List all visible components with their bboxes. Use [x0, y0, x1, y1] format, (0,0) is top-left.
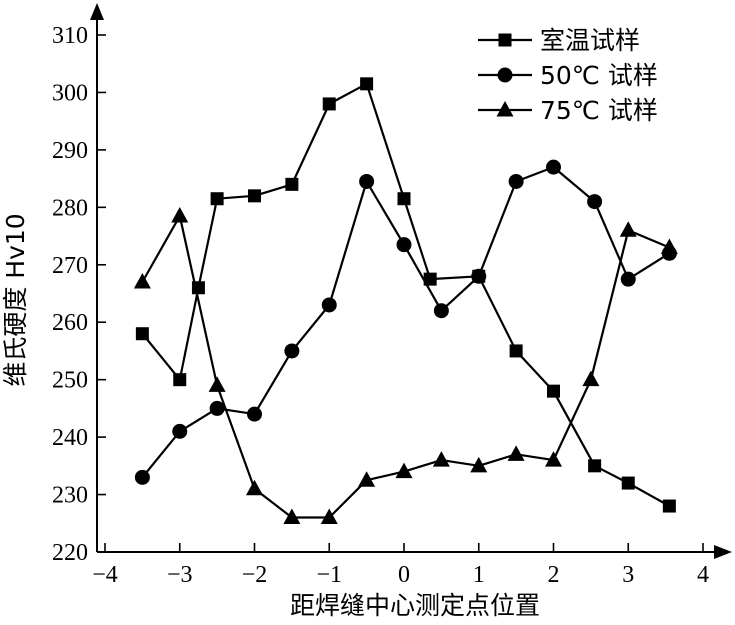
axes-group	[90, 3, 732, 559]
data-point-triangle	[660, 238, 678, 255]
legend-marker-circle	[497, 67, 513, 83]
data-point-triangle	[208, 376, 226, 392]
data-point-square	[588, 459, 602, 473]
legend-marker-triangle	[496, 101, 514, 117]
y-tick-label: 220	[52, 540, 88, 566]
x-tick-label: 3	[622, 562, 634, 588]
data-point-square	[173, 373, 187, 387]
x-tick-label: −1	[316, 562, 342, 588]
data-point-triangle	[582, 370, 600, 387]
data-point-square	[248, 189, 261, 203]
data-point-square	[285, 177, 299, 191]
legend-label: 50℃ 试样	[540, 61, 658, 90]
y-tick-label: 310	[52, 23, 88, 49]
legend-label: 75℃ 试样	[540, 96, 658, 125]
data-point-circle	[546, 159, 561, 175]
y-tick-label: 270	[52, 253, 88, 279]
series-group	[133, 77, 678, 525]
data-point-triangle	[133, 273, 151, 289]
x-tick-label: −3	[167, 562, 193, 588]
y-tick-label: 250	[52, 368, 88, 394]
ticks-group: −4 −3 −2 −1 0 1 2 3 4 220 230 240 250 260 270 280 290 300…	[52, 23, 709, 588]
data-point-triangle	[358, 471, 376, 487]
data-point-square	[423, 272, 437, 286]
data-point-circle	[359, 173, 375, 189]
legend-item-square: 室温试样	[478, 26, 640, 55]
data-point-circle	[209, 400, 225, 416]
data-point-square	[509, 344, 523, 358]
y-tick-label: 290	[52, 138, 88, 164]
x-tick-label: 4	[697, 562, 709, 588]
x-axis-title: 距焊缝中心测定点位置	[290, 591, 540, 620]
data-point-square	[210, 192, 224, 206]
legend-marker-square	[498, 33, 512, 47]
x-tick-label: 1	[473, 562, 485, 588]
data-point-square	[397, 192, 411, 206]
data-point-circle	[134, 469, 150, 485]
data-point-circle	[247, 406, 262, 422]
series-line-circle	[141, 166, 670, 478]
data-point-triangle	[545, 451, 562, 467]
y-axis-title: 维氏硬度 Hv10	[1, 213, 30, 386]
y-tick-label: 280	[52, 195, 88, 221]
series-square	[135, 77, 676, 513]
data-point-triangle	[470, 456, 488, 473]
data-point-circle	[433, 303, 449, 319]
data-point-circle	[587, 194, 603, 210]
y-axis-arrow	[90, 3, 104, 20]
x-tick-label: −4	[92, 562, 118, 588]
y-tick-label: 260	[52, 310, 88, 336]
data-point-square	[322, 97, 336, 111]
data-point-square	[135, 327, 149, 341]
data-point-triangle	[395, 462, 413, 479]
x-tick-label: 2	[548, 562, 560, 588]
x-tick-label: 0	[398, 562, 410, 588]
data-point-square	[360, 77, 374, 91]
y-tick-label: 240	[52, 425, 88, 451]
series-line-square	[141, 82, 670, 507]
data-point-triangle	[171, 206, 189, 223]
series-triangle	[133, 206, 678, 525]
data-point-triangle	[619, 221, 637, 237]
data-point-triangle	[246, 479, 263, 496]
x-axis-arrow	[714, 545, 732, 559]
data-point-triangle	[432, 451, 450, 467]
data-point-circle	[284, 343, 300, 359]
data-point-square	[662, 499, 676, 513]
data-point-circle	[321, 297, 337, 313]
data-point-circle	[172, 423, 188, 439]
data-point-circle	[620, 271, 636, 287]
legend-item-circle: 50℃ 试样	[478, 61, 658, 90]
y-tick-label: 230	[52, 483, 88, 509]
data-point-triangle	[507, 445, 525, 461]
x-tick-label: −2	[242, 562, 268, 588]
legend-item-triangle: 75℃ 试样	[478, 96, 658, 125]
data-point-square	[547, 384, 560, 398]
data-point-circle	[471, 268, 487, 284]
data-point-circle	[508, 173, 524, 189]
data-point-circle	[396, 237, 412, 253]
data-point-triangle	[283, 508, 301, 525]
data-point-triangle	[320, 508, 338, 525]
data-point-square	[621, 476, 635, 490]
y-tick-label: 300	[52, 80, 88, 106]
legend-label: 室温试样	[540, 26, 640, 55]
legend: 室温试样 50℃ 试样 75℃ 试样	[478, 26, 658, 125]
